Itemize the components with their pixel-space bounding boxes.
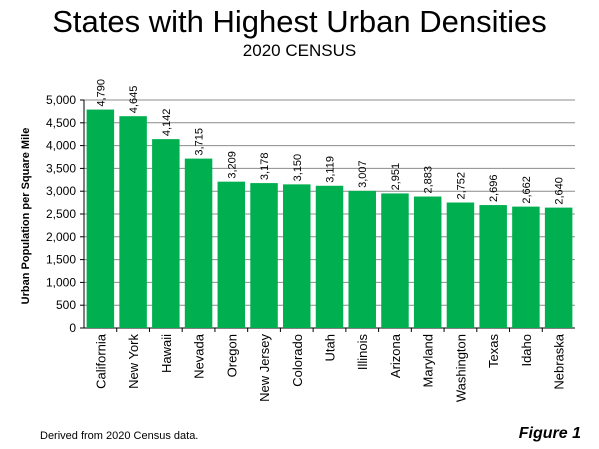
bar <box>217 181 246 328</box>
bar <box>250 183 278 328</box>
data-label: 2,696 <box>488 175 500 203</box>
source-note: Derived from 2020 Census data. <box>40 430 199 442</box>
data-label: 2,951 <box>390 163 402 191</box>
x-tick-label: Texas <box>486 334 501 368</box>
y-tick-label: 2,500 <box>46 207 76 221</box>
x-tick-label: Nebraska <box>552 333 567 389</box>
chart-title: States with Highest Urban Densities <box>52 4 547 39</box>
data-label: 2,662 <box>521 176 533 204</box>
y-tick-label: 1,500 <box>46 253 76 267</box>
labels: 0 500 1,000 1,500 2,000 2,500 3,000 3,500 4,000 4… <box>46 79 567 402</box>
y-tick-label: 5,000 <box>46 93 76 107</box>
figure-label: Figure 1 <box>518 425 581 442</box>
data-label: 3,178 <box>259 153 271 181</box>
data-label: 3,150 <box>292 154 304 182</box>
bars <box>86 109 573 329</box>
y-tick-label: 2,000 <box>46 230 76 244</box>
x-tick-label: Oregon <box>224 334 239 377</box>
data-label: 3,119 <box>325 156 337 183</box>
x-tick-label: Hawaii <box>159 334 174 373</box>
x-tick-label: New Jersey <box>257 334 272 402</box>
x-tick-label: Utah <box>323 334 338 361</box>
data-label: 3,007 <box>357 160 369 188</box>
bar <box>119 116 147 328</box>
x-tick-label: Illinois <box>355 334 370 371</box>
x-tick-label: Idaho <box>519 334 534 367</box>
data-label: 2,883 <box>423 166 435 194</box>
bar <box>348 190 376 328</box>
y-tick-label: 3,000 <box>46 184 76 198</box>
bar <box>315 185 344 328</box>
x-tick-label: Nevada <box>192 333 207 379</box>
bar <box>184 158 213 328</box>
bar <box>283 184 311 328</box>
y-axis-label: Urban Population per Square Mile <box>20 128 32 305</box>
data-label: 4,790 <box>95 79 107 107</box>
x-tick-label: California <box>93 333 108 389</box>
data-label: 3,715 <box>194 128 206 156</box>
bar <box>446 202 475 328</box>
x-tick-label: Colorado <box>290 334 305 387</box>
bar <box>512 206 540 328</box>
y-tick-label: 1,000 <box>46 275 76 289</box>
data-label: 4,142 <box>161 109 173 137</box>
bar <box>413 196 442 328</box>
bar <box>381 193 409 328</box>
x-tick-label: Maryland <box>421 334 436 387</box>
y-tick-label: 500 <box>56 298 76 312</box>
y-tick-label: 0 <box>69 321 76 335</box>
y-tick-label: 3,500 <box>46 161 76 175</box>
bar <box>544 207 573 328</box>
chart-subtitle: 2020 CENSUS <box>242 41 357 60</box>
x-tick-label: Washington <box>453 334 468 402</box>
x-tick-label: New York <box>126 334 141 389</box>
x-tick-label: Arizona <box>388 333 403 378</box>
y-tick-label: 4,000 <box>46 139 76 153</box>
data-label: 2,640 <box>554 177 566 205</box>
bar <box>152 139 180 328</box>
data-label: 3,209 <box>226 151 238 179</box>
data-label: 2,752 <box>455 172 467 200</box>
data-label: 4,645 <box>128 86 140 114</box>
y-tick-label: 4,500 <box>46 116 76 130</box>
bar <box>479 205 507 328</box>
bar <box>86 109 115 329</box>
